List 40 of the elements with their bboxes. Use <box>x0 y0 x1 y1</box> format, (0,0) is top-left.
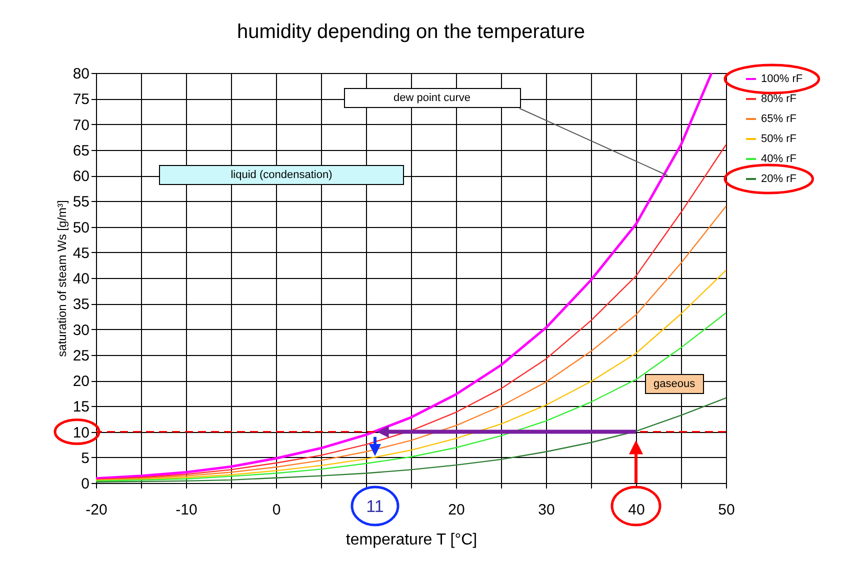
y-tick-label: 35 <box>72 296 90 314</box>
y-tick-label: 25 <box>72 347 90 364</box>
x-tick-label: 30 <box>538 502 555 518</box>
y-tick-label: 10 <box>72 424 90 442</box>
x-tick-label: 40 <box>628 502 645 518</box>
x-tick-label: 0 <box>272 502 281 518</box>
y-tick-label: 40 <box>72 270 90 288</box>
y-tick-label: 65 <box>72 142 90 160</box>
y-tick-label: 75 <box>72 91 90 108</box>
y-tick-label: 15 <box>72 398 90 416</box>
y-tick-label: 0 <box>81 476 90 492</box>
line-series <box>94 72 713 480</box>
y-tick-label: 30 <box>72 322 90 339</box>
y-tick-label: 50 <box>72 219 90 236</box>
legend-label: 50% rF <box>761 133 797 145</box>
line-series <box>95 270 727 482</box>
x-tick-label: -10 <box>176 502 198 518</box>
y-tick-label: 45 <box>72 244 90 262</box>
x-tick-label: 50 <box>718 502 735 518</box>
line-series <box>95 144 727 480</box>
y-tick-label: 55 <box>72 194 90 211</box>
line-series <box>95 206 727 481</box>
x-tick-label: -20 <box>86 502 108 518</box>
y-tick-label: 20 <box>72 373 90 390</box>
x-axis-title: temperature T [°C] <box>346 532 478 548</box>
line-series <box>95 312 727 482</box>
line-series <box>95 397 727 483</box>
x-tick-label: 20 <box>448 502 465 518</box>
y-axis-title: saturation of steam Ws [g/m³] <box>54 200 69 357</box>
legend-label: 100% rF <box>761 73 803 85</box>
y-tick-label: 60 <box>72 168 90 185</box>
legend-label: 80% rF <box>761 93 797 105</box>
chart-title: humidity depending on the temperature <box>236 21 586 43</box>
text: 11 <box>365 496 385 518</box>
legend-label: 20% rF <box>761 173 797 185</box>
legend-label: 40% rF <box>761 153 797 165</box>
y-tick-label: 80 <box>72 66 90 82</box>
legend-label: 65% rF <box>761 113 797 125</box>
y-tick-label: 5 <box>81 450 90 467</box>
y-tick-label: 70 <box>72 116 90 134</box>
